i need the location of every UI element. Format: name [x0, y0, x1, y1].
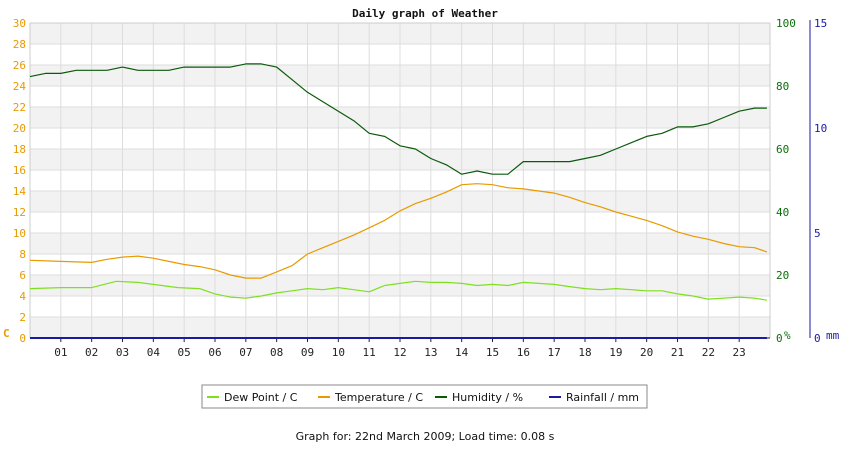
series-line-dew-point-c — [29, 280, 768, 301]
legend-label: Rainfall / mm — [566, 391, 639, 404]
x-tick-label: 06 — [208, 346, 221, 359]
y-tick-label: 100 — [776, 17, 796, 30]
y-tick-label: 8 — [19, 248, 26, 261]
series-line-temperature-c — [29, 183, 768, 279]
legend-label: Dew Point / C — [224, 391, 298, 404]
y-tick-label: 20 — [776, 269, 789, 282]
grid-lines — [30, 22, 770, 339]
legend-label: Humidity / % — [452, 391, 523, 404]
footer-text: Graph for: 22nd March 2009; Load time: 0… — [295, 430, 555, 443]
y-tick-label: 26 — [13, 59, 26, 72]
y-tick-label: 6 — [19, 269, 26, 282]
chart-title: Daily graph of Weather — [352, 7, 498, 20]
x-tick-label: 07 — [239, 346, 252, 359]
x-tick-label: 11 — [363, 346, 376, 359]
x-axis-ticks: 01 02 03 04 05 06 07 08 09 10 11 12 13 14 15 16 17 18 19 20… — [54, 338, 746, 359]
y-axis-unit-percent: % — [784, 329, 791, 342]
y-tick-label: 0 — [19, 332, 26, 345]
y-tick-label: 0 — [814, 332, 821, 345]
legend-label: Temperature / C — [334, 391, 423, 404]
y-tick-label: 14 — [13, 185, 27, 198]
y-tick-label: 0 — [776, 332, 783, 345]
x-tick-label: 08 — [270, 346, 283, 359]
y-tick-label: 2 — [19, 311, 26, 324]
y-tick-label: 16 — [13, 164, 26, 177]
x-tick-label: 18 — [578, 346, 591, 359]
y-tick-label: 20 — [13, 122, 26, 135]
y-tick-label: 28 — [13, 38, 26, 51]
x-tick-label: 17 — [548, 346, 561, 359]
y-tick-label: 60 — [776, 143, 789, 156]
y-tick-label: 40 — [776, 206, 789, 219]
series-line-humidity — [29, 63, 767, 175]
y-tick-label: 4 — [19, 290, 26, 303]
y-tick-label: 5 — [814, 227, 821, 240]
x-tick-label: 19 — [609, 346, 622, 359]
legend-box — [201, 384, 648, 409]
y-axis-humidity-ticks: 0 20 40 60 80 100 — [776, 17, 796, 345]
x-tick-label: 09 — [301, 346, 314, 359]
x-tick-label: 03 — [116, 346, 129, 359]
y-tick-label: 80 — [776, 80, 789, 93]
y-tick-label: 22 — [13, 101, 26, 114]
x-tick-label: 22 — [702, 346, 715, 359]
legend: Dew Point / C Temperature / C Humidity / %… — [201, 384, 648, 409]
x-tick-label: 16 — [517, 346, 530, 359]
y-tick-label: 30 — [13, 17, 26, 30]
y-tick-label: 24 — [13, 80, 27, 93]
x-tick-label: 10 — [332, 346, 345, 359]
y-axis-unit-c: C — [3, 327, 10, 340]
x-tick-label: 23 — [733, 346, 746, 359]
x-tick-label: 02 — [85, 346, 98, 359]
x-tick-label: 01 — [54, 346, 67, 359]
y-tick-label: 12 — [13, 206, 26, 219]
x-tick-label: 14 — [455, 346, 469, 359]
series-lines — [29, 63, 768, 339]
x-tick-label: 04 — [147, 346, 161, 359]
y-tick-label: 18 — [13, 143, 26, 156]
y-tick-label: 15 — [814, 17, 827, 30]
y-tick-label: 10 — [13, 227, 26, 240]
x-tick-label: 21 — [671, 346, 684, 359]
y-axis-rainfall-ticks: 0 5 10 15 — [814, 17, 827, 345]
x-tick-label: 13 — [424, 346, 437, 359]
y-tick-label: 10 — [814, 122, 827, 135]
x-tick-label: 20 — [640, 346, 653, 359]
y-axis-unit-mm: mm — [826, 329, 840, 342]
x-tick-label: 12 — [393, 346, 406, 359]
x-tick-label: 15 — [486, 346, 499, 359]
x-tick-label: 05 — [178, 346, 191, 359]
